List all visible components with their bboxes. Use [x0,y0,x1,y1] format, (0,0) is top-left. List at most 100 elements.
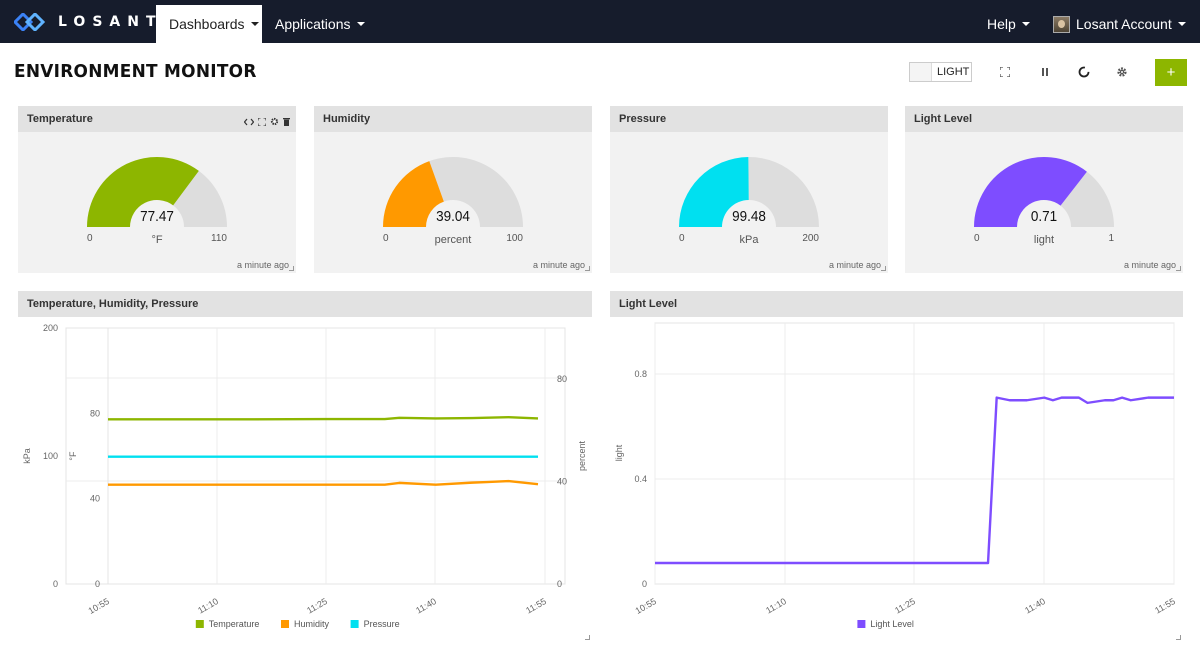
gauge-min: 0 [87,233,93,244]
chevron-down-icon [356,22,365,26]
nav-applications-label: Applications [275,16,351,32]
fullscreen-icon[interactable] [997,64,1013,80]
line-chart-environment: 200 100 0 kPa 80 40 0 °F 80 40 0 percent 10:55 11:10 1… [22,323,587,629]
top-navbar: LOSANT Dashboards Applications Help Losa… [0,0,1200,43]
gauge-value: 39.04 [436,208,470,225]
gauge-dial [974,157,1114,227]
legend-swatch [857,620,866,628]
nav-account[interactable]: Losant Account [1040,5,1199,43]
gauge-track [1060,171,1114,227]
gauge-value: 77.47 [140,208,174,225]
code-icon[interactable] [243,113,255,131]
gauge-unit: °F [151,234,163,246]
block-title: Light Level [905,106,1183,132]
axis-tick-label: 200 [43,323,58,333]
gauge-value: 0.71 [1030,208,1058,225]
theme-toggle[interactable]: LIGHT [909,62,972,82]
gauge-unit: percent [434,234,472,246]
last-updated: a minute ago [828,260,881,270]
resize-handle[interactable] [1176,635,1181,640]
brand-name: LOSANT [58,13,163,30]
gear-icon[interactable] [270,113,279,131]
axis-tick-label: 11:40 [1023,596,1047,616]
chart-block-environment: Temperature, Humidity, Pressure 200 100 0 k… [18,291,592,642]
gauge-block-humidity: Humidity 39.04 percent 0 100 a minute ag… [314,106,592,273]
nav-applications[interactable]: Applications [262,5,378,43]
gauge-fill [679,157,749,227]
gauge-min: 0 [383,233,389,244]
legend-item-light-level[interactable]: Light Level [857,619,914,629]
gear-icon[interactable] [1114,64,1130,80]
chevron-down-icon [1021,22,1030,26]
axis-tick-label: 40 [557,477,567,487]
axis-tick-label: 0.8 [634,369,647,379]
axis-tick-label: 11:55 [1153,596,1177,616]
gauge-max: 110 [211,233,227,244]
gauge-track [429,157,523,227]
block-toolbar [243,113,290,131]
chevron-down-icon [1177,22,1186,26]
axis-tick-label: 100 [43,451,58,461]
axis-tick-label: 11:25 [305,596,329,616]
gauge-track [173,170,227,227]
legend-label: Pressure [364,619,400,629]
chart-area: 200 100 0 kPa 80 40 0 °F 80 40 0 percent 10:55 11:10 1… [18,317,592,642]
resize-handle[interactable] [585,266,590,271]
last-updated: a minute ago [236,260,289,270]
legend-item-humidity[interactable]: Humidity [281,619,330,629]
gauge-block-light-level: Light Level 0.71 light 0 1 a minute ago [905,106,1183,273]
resize-handle[interactable] [585,635,590,640]
last-updated: a minute ago [532,260,585,270]
toggle-knob [910,63,932,81]
axis-tick-label: 11:40 [414,596,438,616]
nav-dashboards-label: Dashboards [169,16,245,32]
resize-handle[interactable] [289,266,294,271]
axis-tick-label: 0 [642,579,647,589]
gauge-block-pressure: Pressure 99.48 kPa 0 200 a minute ago [610,106,888,273]
page-title: ENVIRONMENT MONITOR [14,61,257,82]
gauge-max: 100 [506,233,523,244]
last-updated: a minute ago [1123,260,1176,270]
axis-tick-label: 0 [95,579,100,589]
y-axis-label: kPa [22,448,32,464]
gauge-block-temperature: Temperature 77.47 °F 0 110 a minute ago [18,106,296,273]
resize-handle[interactable] [881,266,886,271]
block-title: Light Level [610,291,1183,317]
nav-help[interactable]: Help [974,5,1043,43]
trash-icon[interactable] [283,113,290,131]
resize-handle[interactable] [1176,266,1181,271]
line-chart-light: 0.8 0.4 0 light 10:55 11:10 11:25 11:40 11:55 Lig… [614,322,1177,629]
gauge-fill [974,157,1087,227]
nav-account-label: Losant Account [1076,16,1172,32]
nav-help-label: Help [987,16,1016,32]
series-line-temperature [108,415,539,421]
gauge-track [748,157,819,227]
gauge-max: 1 [1108,233,1114,244]
gauge-fill [87,157,199,227]
axis-tick-label: 0 [53,579,58,589]
refresh-icon[interactable] [1076,64,1092,80]
y-axis-label: percent [577,440,587,471]
nav-dashboards[interactable]: Dashboards [156,5,262,43]
gauge-value: 99.48 [732,208,766,225]
axis-tick-label: 10:55 [633,596,658,616]
legend-label: Humidity [294,619,330,629]
axis-tick-label: 80 [90,408,100,418]
theme-toggle-label: LIGHT [937,66,970,78]
y-axis-label: light [614,444,624,461]
brand-logo[interactable]: LOSANT [14,11,163,32]
legend-item-pressure[interactable]: Pressure [350,619,400,629]
avatar [1053,15,1070,33]
legend-label: Temperature [209,619,260,629]
add-block-button[interactable]: + [1155,59,1187,86]
axis-tick-label: 40 [90,494,100,504]
losant-logo-icon [14,12,46,31]
legend-item-temperature[interactable]: Temperature [195,619,260,629]
axis-tick-label: 11:10 [764,596,788,616]
block-title: Temperature [18,106,296,132]
y-axis-label: °F [68,451,78,461]
gauge-unit: light [1033,234,1055,246]
legend-swatch [350,620,359,628]
pause-icon[interactable] [1037,64,1053,80]
fullscreen-icon[interactable] [257,113,267,131]
